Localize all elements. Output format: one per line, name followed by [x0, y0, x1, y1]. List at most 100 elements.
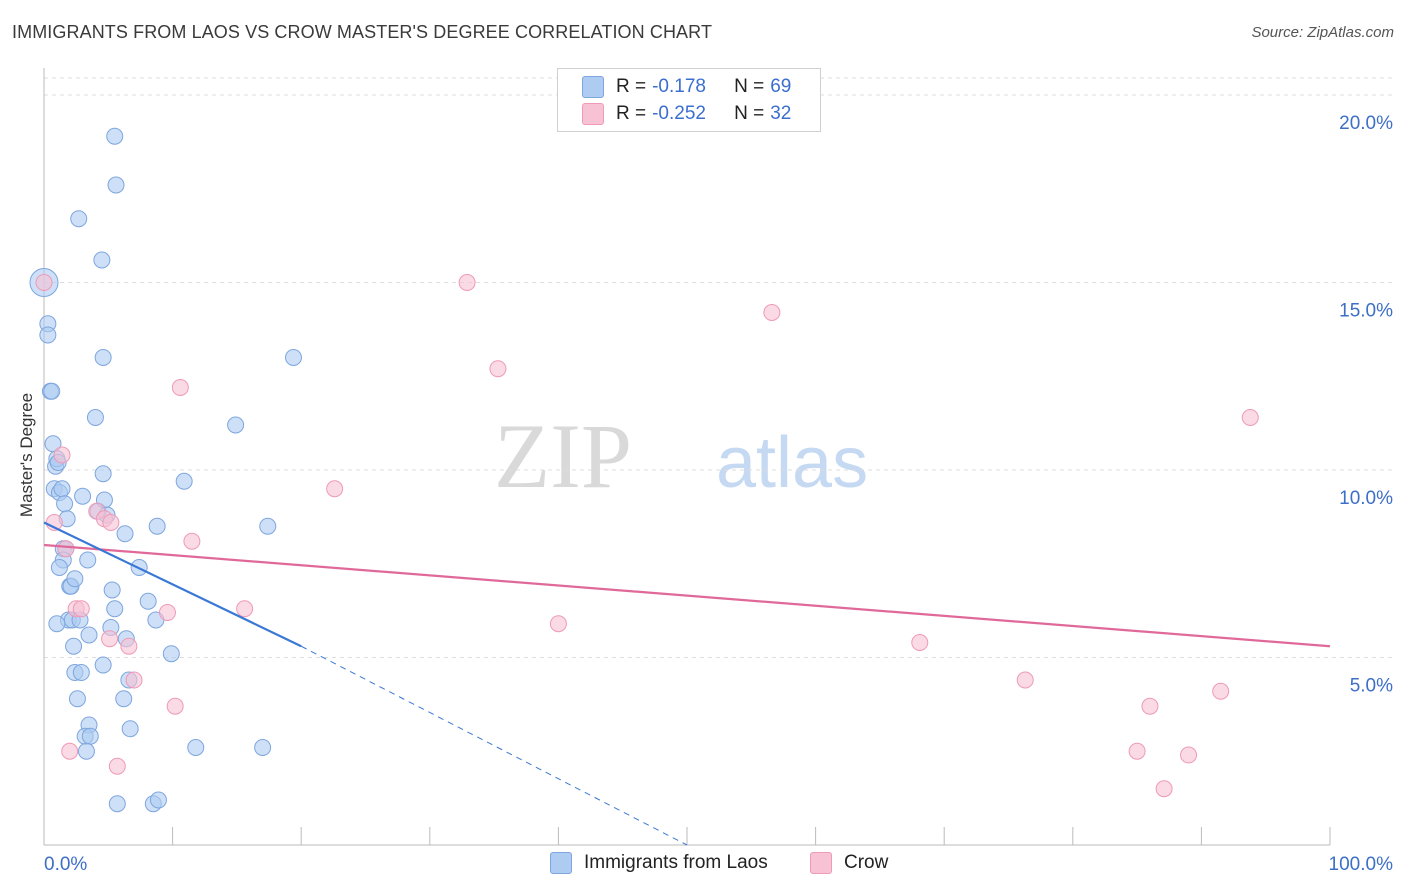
- watermark: ZIP atlas: [494, 405, 868, 507]
- chart-title: IMMIGRANTS FROM LAOS VS CROW MASTER'S DE…: [12, 22, 713, 42]
- crow-r-value: -0.252: [652, 103, 706, 124]
- series-legend: Immigrants from Laos Crow: [0, 852, 1406, 878]
- crow-point: [549, 615, 567, 633]
- crow-point: [489, 360, 507, 378]
- stats-legend: R = -0.178 N = 69 R = -0.252 N = 32: [557, 68, 821, 132]
- laos-point: [139, 592, 157, 610]
- laos-n-label: N =: [734, 76, 765, 97]
- laos-point: [284, 349, 302, 366]
- laos-point: [162, 645, 180, 663]
- laos-point: [56, 495, 74, 513]
- laos-point: [72, 664, 90, 681]
- crow-r-label: R =: [616, 103, 647, 124]
- crow-point: [101, 630, 119, 648]
- trend-lines: [43, 521, 1331, 846]
- laos-n-value: 69: [770, 76, 792, 97]
- laos-trend-extension: [300, 645, 688, 846]
- crow-point: [171, 379, 189, 396]
- stats-row-laos: R = -0.178 N = 69: [582, 74, 791, 100]
- laos-point: [39, 326, 57, 344]
- laos-point: [149, 791, 167, 809]
- laos-point: [74, 487, 92, 505]
- crow-point: [35, 274, 53, 291]
- crow-n-label: N =: [734, 103, 765, 124]
- laos-point: [94, 465, 112, 483]
- watermark-atlas: atlas: [716, 423, 868, 503]
- laos-swatch: [582, 76, 604, 98]
- y-tick-label: 10.0%: [1339, 488, 1393, 509]
- crow-trend-line: [43, 543, 1331, 648]
- laos-point: [80, 626, 98, 644]
- laos-point: [70, 210, 88, 228]
- crow-point: [72, 600, 90, 618]
- crow-point: [458, 274, 476, 291]
- laos-point: [86, 409, 104, 426]
- crow-point: [1155, 780, 1173, 798]
- crow-point: [1141, 697, 1159, 715]
- crow-point: [1180, 746, 1198, 764]
- laos-point: [50, 559, 68, 576]
- laos-r-value: -0.178: [652, 76, 706, 97]
- laos-point: [94, 656, 112, 674]
- laos-point: [103, 581, 121, 599]
- laos-point: [65, 637, 83, 655]
- y-tick-label: 20.0%: [1339, 113, 1393, 134]
- x-tick-label: 0.0%: [44, 854, 87, 875]
- laos-point: [187, 739, 205, 756]
- laos-point: [66, 570, 84, 588]
- crow-point: [120, 637, 138, 655]
- legend-crow-swatch: [810, 852, 832, 874]
- laos-point: [43, 382, 61, 400]
- laos-point: [77, 742, 95, 760]
- axes: [43, 68, 1331, 846]
- crow-n-value: 32: [770, 103, 792, 124]
- x-tick-label: 100.0%: [1329, 854, 1394, 875]
- laos-point: [53, 480, 71, 498]
- laos-trend-line: [43, 521, 302, 648]
- crow-point: [102, 514, 120, 531]
- laos-point: [259, 517, 277, 535]
- y-tick-label: 5.0%: [1350, 676, 1393, 697]
- legend-laos-swatch: [550, 852, 572, 874]
- laos-point: [121, 720, 139, 738]
- laos-point: [227, 416, 245, 434]
- laos-point: [106, 600, 124, 618]
- laos-point: [94, 349, 112, 366]
- laos-r-label: R =: [616, 76, 647, 97]
- legend-item-laos[interactable]: Immigrants from Laos: [550, 852, 768, 874]
- legend-laos-label: Immigrants from Laos: [584, 852, 768, 873]
- laos-point: [79, 551, 97, 569]
- crow-point: [1128, 742, 1146, 760]
- crow-point: [53, 446, 71, 464]
- laos-point: [116, 525, 134, 543]
- legend-crow-label: Crow: [844, 852, 889, 873]
- laos-point: [93, 251, 111, 269]
- crow-point: [125, 671, 143, 689]
- source-credit: Source: ZipAtlas.com: [1251, 24, 1394, 41]
- laos-point: [48, 615, 66, 633]
- laos-point: [106, 127, 124, 145]
- crow-point: [57, 540, 75, 558]
- gridlines: [44, 77, 1392, 658]
- crow-point: [911, 634, 929, 651]
- crow-point: [108, 757, 126, 775]
- laos-point: [175, 472, 193, 490]
- stats-row-crow: R = -0.252 N = 32: [582, 101, 791, 127]
- crow-point: [236, 600, 254, 618]
- crow-point: [1241, 409, 1259, 426]
- laos-point: [115, 690, 133, 708]
- crow-point: [183, 532, 201, 550]
- crow-point: [61, 742, 79, 760]
- crow-point: [1016, 671, 1034, 689]
- laos-point: [81, 727, 99, 745]
- crow-point: [158, 604, 176, 621]
- crow-point: [1212, 682, 1230, 700]
- legend-item-crow[interactable]: Crow: [810, 852, 888, 874]
- crow-swatch: [582, 103, 604, 125]
- laos-point: [68, 690, 86, 708]
- laos-point: [254, 739, 272, 756]
- crow-point: [763, 304, 781, 321]
- crow-point: [166, 697, 184, 715]
- laos-point: [108, 795, 126, 813]
